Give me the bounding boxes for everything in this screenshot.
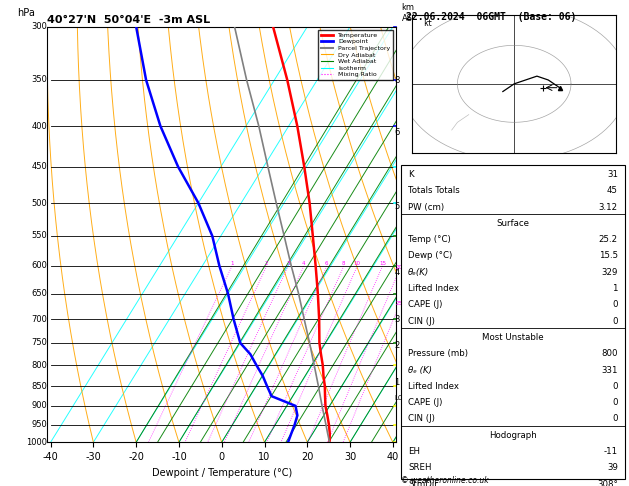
Text: 400: 400 xyxy=(31,122,47,131)
Text: 0: 0 xyxy=(613,382,618,391)
Text: 20: 20 xyxy=(396,265,403,270)
Text: PW (cm): PW (cm) xyxy=(408,203,444,211)
Text: 40°27'N  50°04'E  -3m ASL: 40°27'N 50°04'E -3m ASL xyxy=(47,15,210,25)
Text: 2: 2 xyxy=(394,341,400,350)
Text: 25: 25 xyxy=(395,301,403,306)
Text: 750: 750 xyxy=(31,338,47,347)
Text: 39: 39 xyxy=(607,463,618,472)
Text: -11: -11 xyxy=(604,447,618,456)
Text: Pressure (mb): Pressure (mb) xyxy=(408,349,468,358)
Text: EH: EH xyxy=(408,447,420,456)
Text: 0: 0 xyxy=(613,317,618,326)
Text: 850: 850 xyxy=(31,382,47,391)
Text: 4: 4 xyxy=(302,261,306,266)
Text: StmDir: StmDir xyxy=(408,480,438,486)
Text: SREH: SREH xyxy=(408,463,431,472)
Text: 800: 800 xyxy=(31,361,47,370)
X-axis label: Dewpoint / Temperature (°C): Dewpoint / Temperature (°C) xyxy=(152,468,292,478)
Text: 600: 600 xyxy=(31,261,47,270)
Text: 1: 1 xyxy=(613,284,618,293)
Text: km
ASL: km ASL xyxy=(401,3,417,22)
Text: 300: 300 xyxy=(31,22,47,31)
Text: 2: 2 xyxy=(265,261,269,266)
Text: 0: 0 xyxy=(613,398,618,407)
Text: CAPE (J): CAPE (J) xyxy=(408,300,442,310)
Text: 3: 3 xyxy=(286,261,290,266)
Text: Temp (°C): Temp (°C) xyxy=(408,235,451,244)
Text: 6: 6 xyxy=(394,128,400,138)
Text: 1: 1 xyxy=(394,378,400,386)
Text: © weatheronline.co.uk: © weatheronline.co.uk xyxy=(401,476,489,485)
Text: 550: 550 xyxy=(31,231,47,241)
Text: Hodograph: Hodograph xyxy=(489,431,537,440)
Text: 15: 15 xyxy=(379,261,386,266)
Text: 15.5: 15.5 xyxy=(599,251,618,260)
Text: θₑ(K): θₑ(K) xyxy=(408,268,429,277)
Text: 1: 1 xyxy=(230,261,234,266)
Text: 4: 4 xyxy=(394,268,400,278)
Text: 650: 650 xyxy=(31,289,47,298)
Text: K: K xyxy=(408,170,414,179)
Text: Lifted Index: Lifted Index xyxy=(408,382,459,391)
Text: 500: 500 xyxy=(31,199,47,208)
Text: 350: 350 xyxy=(31,75,47,85)
Text: Mixing Ratio (g/kg): Mixing Ratio (g/kg) xyxy=(421,195,430,274)
Text: hPa: hPa xyxy=(17,8,35,18)
Text: 25.2: 25.2 xyxy=(599,235,618,244)
Text: LCL: LCL xyxy=(394,395,407,401)
Text: 450: 450 xyxy=(31,162,47,171)
Text: kt: kt xyxy=(423,19,433,28)
Text: 800: 800 xyxy=(601,349,618,358)
Text: 1000: 1000 xyxy=(26,438,47,447)
Text: 22.06.2024  06GMT  (Base: 06): 22.06.2024 06GMT (Base: 06) xyxy=(406,12,576,22)
Text: Totals Totals: Totals Totals xyxy=(408,186,460,195)
Text: CAPE (J): CAPE (J) xyxy=(408,398,442,407)
Text: 3: 3 xyxy=(394,314,400,324)
Text: 0: 0 xyxy=(613,415,618,423)
Text: 329: 329 xyxy=(601,268,618,277)
Text: Most Unstable: Most Unstable xyxy=(482,333,543,342)
Legend: Temperature, Dewpoint, Parcel Trajectory, Dry Adiabat, Wet Adiabat, Isotherm, Mi: Temperature, Dewpoint, Parcel Trajectory… xyxy=(318,30,393,80)
Text: Lifted Index: Lifted Index xyxy=(408,284,459,293)
Text: 900: 900 xyxy=(31,401,47,410)
Text: Surface: Surface xyxy=(496,219,530,228)
Text: θₑ (K): θₑ (K) xyxy=(408,365,432,375)
Text: 45: 45 xyxy=(607,186,618,195)
Text: CIN (J): CIN (J) xyxy=(408,317,435,326)
Text: 308°: 308° xyxy=(597,480,618,486)
Text: 331: 331 xyxy=(601,365,618,375)
Text: 950: 950 xyxy=(31,420,47,429)
Text: 700: 700 xyxy=(31,314,47,324)
Text: 0: 0 xyxy=(613,300,618,310)
Text: 5: 5 xyxy=(394,202,400,211)
Text: 31: 31 xyxy=(607,170,618,179)
Text: 6: 6 xyxy=(325,261,328,266)
Text: CIN (J): CIN (J) xyxy=(408,415,435,423)
Text: 8: 8 xyxy=(394,76,400,86)
Text: 3.12: 3.12 xyxy=(599,203,618,211)
Text: 10: 10 xyxy=(353,261,361,266)
Text: 8: 8 xyxy=(342,261,345,266)
Text: Dewp (°C): Dewp (°C) xyxy=(408,251,452,260)
